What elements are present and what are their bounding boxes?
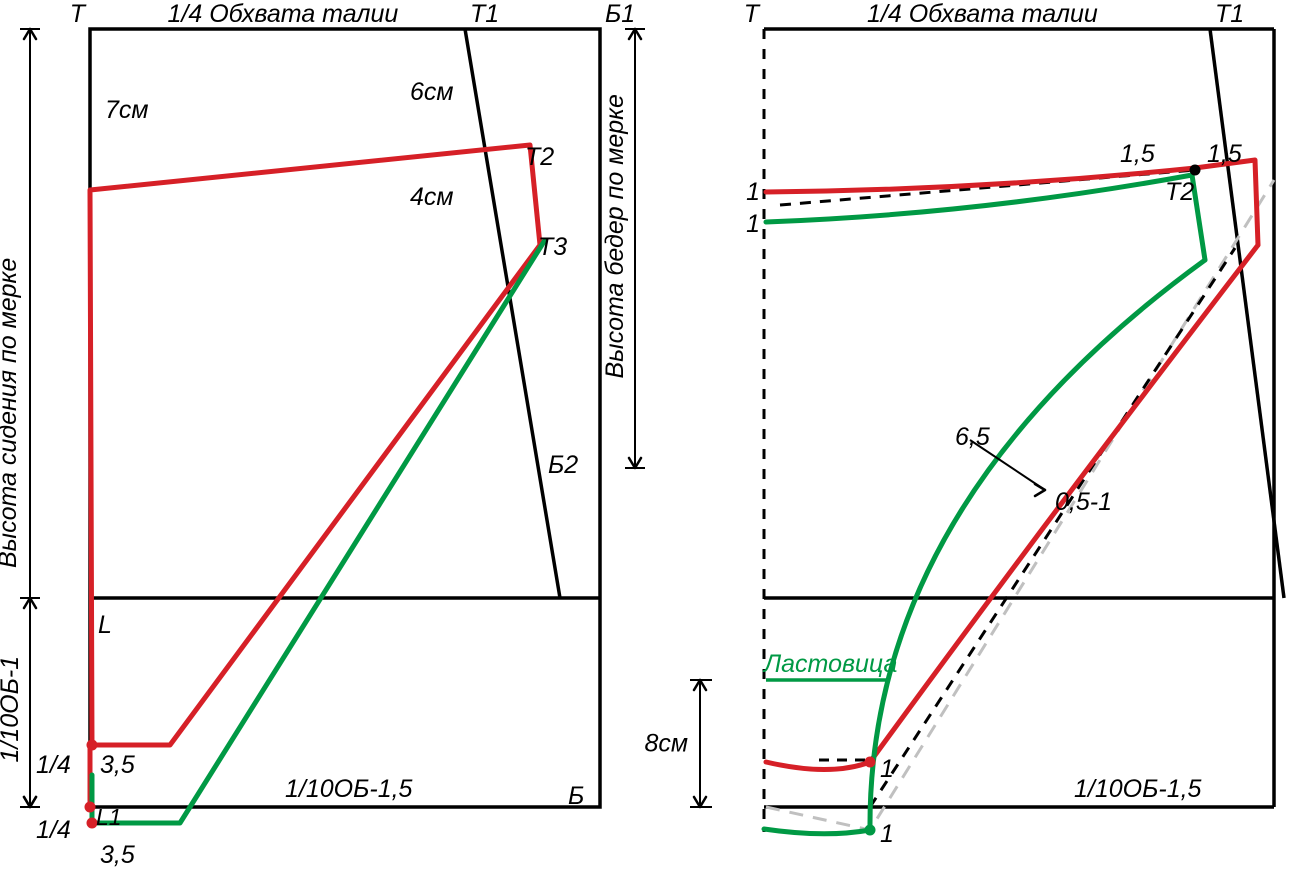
r-m-8cm: 8см bbox=[644, 730, 688, 758]
r-m-1a: 1 bbox=[746, 178, 760, 206]
r-t2-dot bbox=[1190, 165, 1201, 176]
r-m-bottom: 1/10ОБ-1,5 bbox=[1074, 775, 1202, 803]
pt-T: Т bbox=[70, 0, 87, 28]
left-red-contour bbox=[90, 145, 540, 745]
r-pt-T: Т bbox=[744, 0, 761, 28]
arrowhead bbox=[1035, 484, 1045, 496]
pt-B2: Б2 bbox=[548, 451, 578, 479]
meas-6cm: 6см bbox=[410, 78, 454, 106]
r-green-bot-dot bbox=[865, 825, 876, 836]
r-pt-T2: Т2 bbox=[1165, 178, 1194, 206]
pt-T2: Т2 bbox=[525, 143, 554, 171]
meas-q1: 1/4 bbox=[36, 751, 71, 779]
left-title: 1/4 Обхвата талии bbox=[168, 0, 399, 28]
pt-B: Б bbox=[568, 782, 584, 810]
r-green-curve bbox=[870, 260, 1205, 830]
r-grey-dash bbox=[766, 180, 1274, 830]
pt-L: L bbox=[98, 611, 112, 639]
r-m-1b: 1 bbox=[746, 210, 760, 238]
r-dash-diag bbox=[870, 248, 1235, 807]
axis-label-right: Высота бедер по мерке bbox=[601, 94, 629, 378]
r-red-bottom bbox=[766, 762, 870, 770]
pt-T3: Т3 bbox=[538, 233, 567, 261]
right-title: 1/4 Обхвата талии bbox=[867, 0, 1098, 28]
meas-4cm: 4см bbox=[410, 183, 454, 211]
r-red-bot-dot bbox=[865, 757, 876, 768]
meas-35b: 3,5 bbox=[100, 841, 135, 869]
meas-q2: 1/4 bbox=[36, 816, 71, 844]
pt-B1: Б1 bbox=[605, 0, 635, 28]
r-green-bottom bbox=[764, 829, 870, 834]
meas-7cm: 7см bbox=[105, 96, 149, 124]
r-pt-T1: Т1 bbox=[1215, 0, 1244, 28]
r-m-15b: 1,5 bbox=[1207, 140, 1242, 168]
r-m-65: 6,5 bbox=[955, 423, 990, 451]
r-m-1d: 1 bbox=[880, 820, 894, 848]
meas-bottom-left: 1/10ОБ-1,5 bbox=[285, 775, 413, 803]
r-m-1c: 1 bbox=[880, 755, 894, 783]
axis-label-left: Высота сидения по мерке bbox=[0, 258, 22, 568]
meas-35a: 3,5 bbox=[100, 751, 135, 779]
axis-label-bl: 1/10ОБ-1 bbox=[0, 656, 24, 763]
left-slant bbox=[465, 29, 560, 598]
r-m-051: 0,5-1 bbox=[1055, 488, 1112, 516]
r-m-15a: 1,5 bbox=[1120, 140, 1155, 168]
r-gusset-label: Ластовица bbox=[762, 650, 898, 678]
left-l1-dot2 bbox=[85, 802, 96, 813]
pt-L1: L1 bbox=[96, 804, 122, 830]
pt-T1: Т1 bbox=[470, 0, 499, 28]
